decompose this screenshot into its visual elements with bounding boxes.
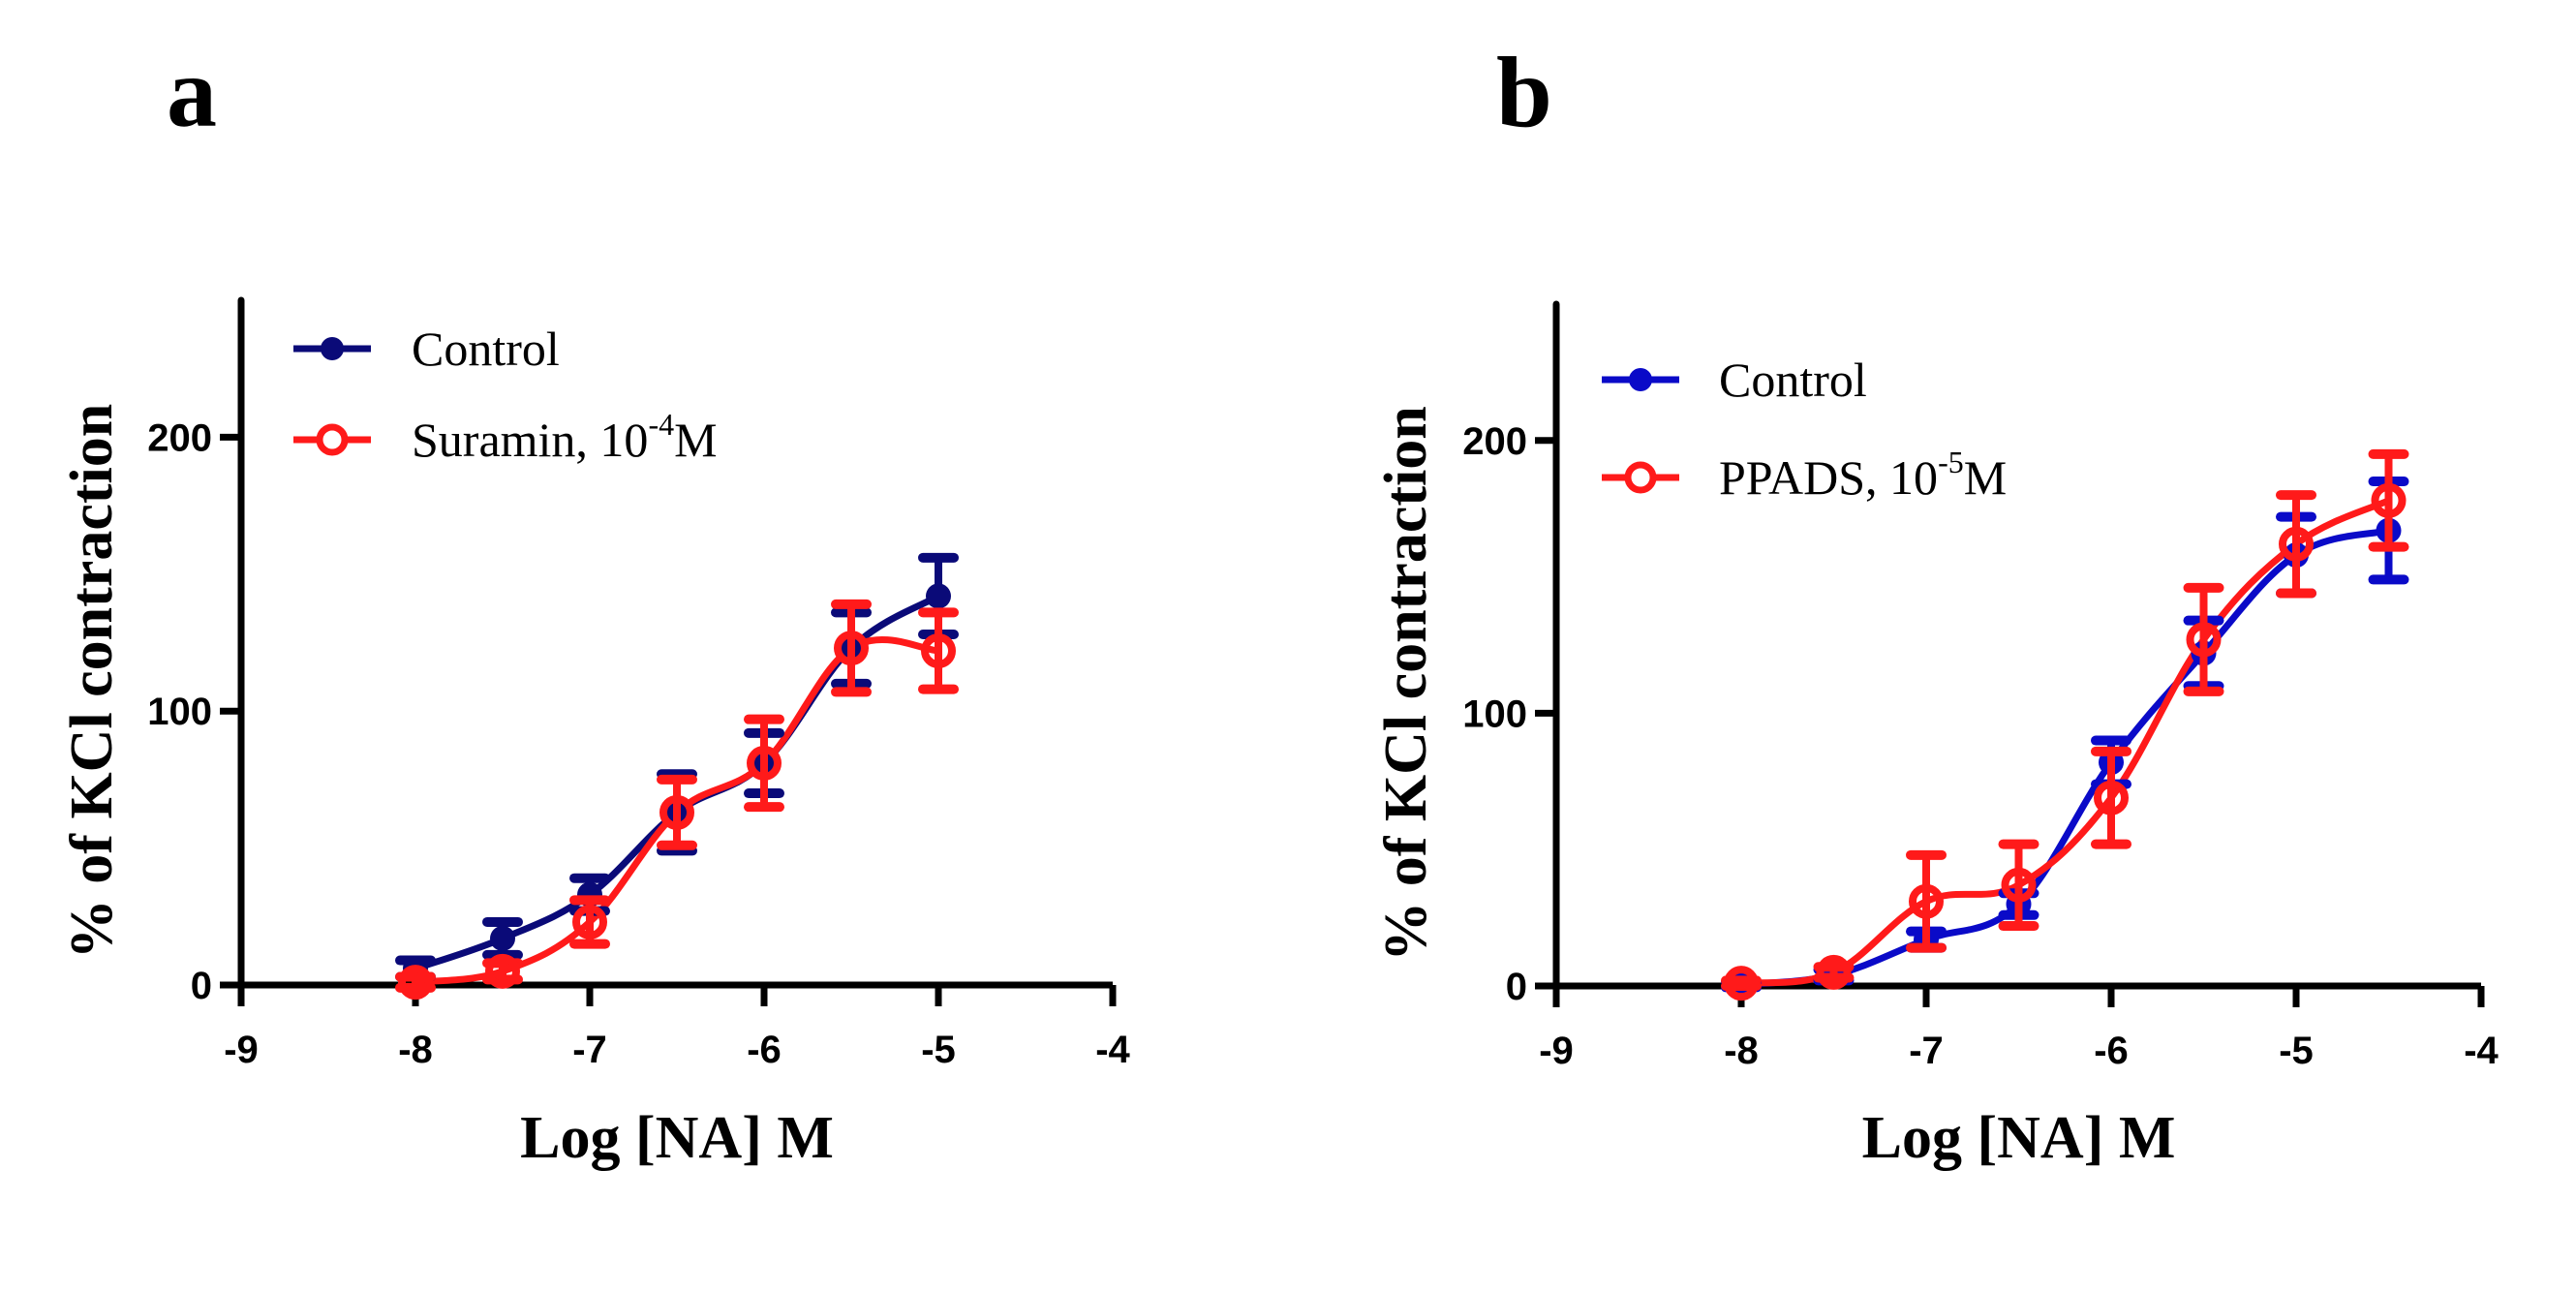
x-axis-title: Log [NA] M <box>1862 1105 2176 1171</box>
legend-label: Control <box>1719 353 1867 407</box>
data-point <box>1909 883 1944 919</box>
data-marks <box>395 552 959 1001</box>
error-bar <box>831 599 872 697</box>
error-bar <box>2368 448 2409 552</box>
series-treatment <box>1721 448 2409 1001</box>
y-axis-title: % of KCl contraction <box>59 404 125 959</box>
x-tick-label: -4 <box>1095 1029 1130 1071</box>
legend-label: PPADS, 10-5M <box>1719 445 2007 505</box>
axes <box>220 296 1117 1006</box>
series-treatment <box>395 599 959 1001</box>
legend-item-treatment: PPADS, 10-5M <box>1602 445 2007 505</box>
data-point <box>2094 780 2129 816</box>
tick-labels: -9 -8 -7 -6 -5 -4 0 100 200 <box>1462 420 2499 1072</box>
series-curve-treatment <box>1740 497 2390 987</box>
legend-marker <box>1624 461 1657 494</box>
fit-curves <box>1740 497 2390 989</box>
series-curve-control <box>1740 527 2390 989</box>
legend-label: Control <box>412 322 560 376</box>
data-point <box>926 583 951 609</box>
panel-label: b <box>1496 37 1552 148</box>
x-tick-label: -7 <box>572 1029 607 1071</box>
error-bar <box>2183 582 2224 696</box>
legend-marker <box>1629 368 1652 391</box>
y-tick-label: 100 <box>147 691 212 733</box>
x-tick-label: -9 <box>1539 1030 1574 1072</box>
x-tick-label: -6 <box>2094 1030 2129 1072</box>
x-tick-label: -5 <box>921 1029 956 1071</box>
error-bar <box>1906 849 1947 953</box>
x-tick-label: -9 <box>224 1029 259 1071</box>
panel-label: a <box>167 37 217 148</box>
data-point <box>490 925 515 951</box>
legend-marker <box>321 337 344 360</box>
y-tick-label: 0 <box>191 965 212 1007</box>
data-point <box>659 794 694 830</box>
data-point <box>747 745 782 781</box>
panel-b: b -9 -8 -7 -6 -5 -4 0 100 200 Log [NA] M % of KC… <box>1373 37 2499 1171</box>
data-point <box>2001 867 2037 903</box>
legend-item-treatment: Suramin, 10-4M <box>293 407 718 467</box>
legend: Control PPADS, 10-5M <box>1602 353 2007 505</box>
panel-a: a -9 -8 -7 -6 -5 -4 0 100 200 Log [NA] M % of KC… <box>59 37 1131 1171</box>
data-point <box>1724 966 1759 1001</box>
error-bar <box>2276 490 2316 599</box>
y-tick-label: 100 <box>1462 693 1527 735</box>
data-point <box>2371 482 2407 518</box>
x-tick-label: -6 <box>747 1029 782 1071</box>
legend-item-control: Control <box>293 322 560 376</box>
data-point <box>921 632 956 668</box>
error-bar <box>918 607 959 694</box>
legend-label: Suramin, 10-4M <box>412 407 718 467</box>
tick-labels: -9 -8 -7 -6 -5 -4 0 100 200 <box>147 416 1130 1071</box>
error-bar <box>657 774 697 850</box>
y-tick-label: 200 <box>147 416 212 459</box>
data-marks <box>1721 448 2409 1001</box>
data-point <box>572 904 607 939</box>
x-tick-label: -8 <box>398 1029 433 1071</box>
y-tick-label: 0 <box>1506 966 1527 1008</box>
data-point <box>398 965 433 1001</box>
x-tick-label: -8 <box>1724 1030 1759 1072</box>
legend-marker <box>316 423 349 456</box>
data-point <box>1816 954 1852 990</box>
x-axis-title: Log [NA] M <box>520 1105 834 1171</box>
error-bar <box>2091 746 2131 849</box>
x-tick-label: -7 <box>1909 1030 1944 1072</box>
series-control <box>395 552 959 982</box>
error-bar <box>1998 839 2039 932</box>
y-tick-label: 200 <box>1462 420 1527 463</box>
x-tick-label: -4 <box>2464 1030 2499 1072</box>
y-axis-title: % of KCl contraction <box>1373 406 1439 961</box>
data-point <box>485 953 520 989</box>
error-bar <box>744 714 784 813</box>
axes <box>1535 300 2485 1007</box>
data-point <box>834 631 869 666</box>
x-tick-label: -5 <box>2279 1030 2314 1072</box>
data-point <box>2186 622 2222 658</box>
data-point <box>2279 526 2314 562</box>
legend-item-control: Control <box>1602 353 1867 407</box>
legend: Control Suramin, 10-4M <box>293 322 718 467</box>
